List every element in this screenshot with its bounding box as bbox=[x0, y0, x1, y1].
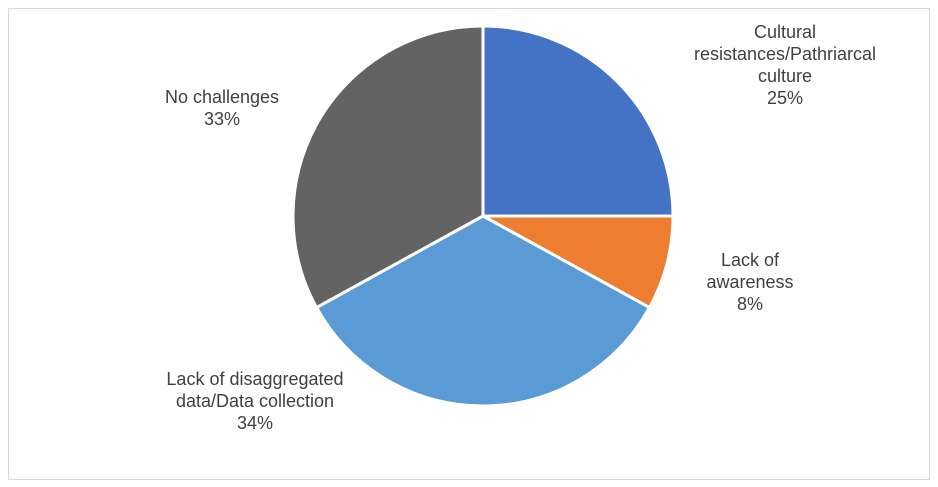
slice-percent-label: 25% bbox=[767, 88, 803, 108]
slice-label-3: No challenges 33% bbox=[165, 87, 279, 129]
pie-slice-2 bbox=[315, 214, 651, 408]
slice-label-2: Lack of disaggregated data/Data collectio… bbox=[166, 369, 343, 433]
slice-category-label: resistances/Pathriarcal bbox=[694, 44, 876, 64]
slice-category-label: culture bbox=[758, 66, 812, 86]
slice-category-label: No challenges bbox=[165, 87, 279, 107]
pie-slice-3 bbox=[291, 24, 485, 310]
pie-slice-0 bbox=[481, 24, 675, 218]
slice-percent-label: 34% bbox=[237, 413, 273, 433]
slice-category-label: Lack of bbox=[721, 250, 780, 270]
slice-label-1: Lack of awareness 8% bbox=[706, 250, 793, 314]
slice-label-0: Cultural resistances/Pathriarcal culture 25… bbox=[694, 22, 876, 108]
slice-percent-label: 33% bbox=[204, 109, 240, 129]
pie-slice-1 bbox=[481, 214, 675, 310]
slice-category-label: data/Data collection bbox=[176, 391, 334, 411]
slice-percent-label: 8% bbox=[737, 294, 763, 314]
data-labels: Cultural resistances/Pathriarcal culture 25… bbox=[165, 22, 876, 433]
slice-category-label: Lack of disaggregated bbox=[166, 369, 343, 389]
slice-category-label: awareness bbox=[706, 272, 793, 292]
slice-category-label: Cultural bbox=[754, 22, 816, 42]
pie-slices bbox=[291, 24, 675, 408]
